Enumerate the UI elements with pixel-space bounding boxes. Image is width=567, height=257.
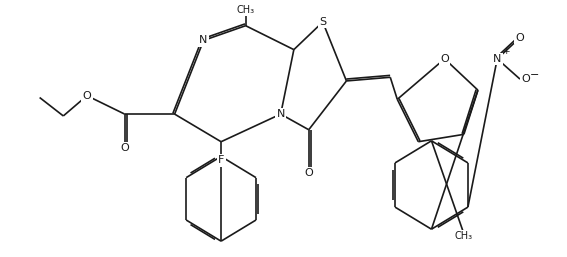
Text: O: O — [304, 168, 313, 178]
Text: N: N — [200, 35, 208, 45]
Text: O: O — [521, 74, 530, 84]
Text: O: O — [83, 91, 91, 101]
Text: CH₃: CH₃ — [455, 231, 473, 241]
Text: O: O — [440, 54, 449, 64]
Text: −: − — [530, 70, 539, 80]
Text: CH₃: CH₃ — [236, 5, 255, 15]
Text: N: N — [493, 54, 501, 64]
Text: O: O — [120, 143, 129, 153]
Text: O: O — [515, 33, 524, 43]
Text: F: F — [218, 155, 225, 165]
Text: +: + — [502, 47, 510, 56]
Text: S: S — [319, 17, 327, 27]
Text: N: N — [277, 109, 285, 119]
